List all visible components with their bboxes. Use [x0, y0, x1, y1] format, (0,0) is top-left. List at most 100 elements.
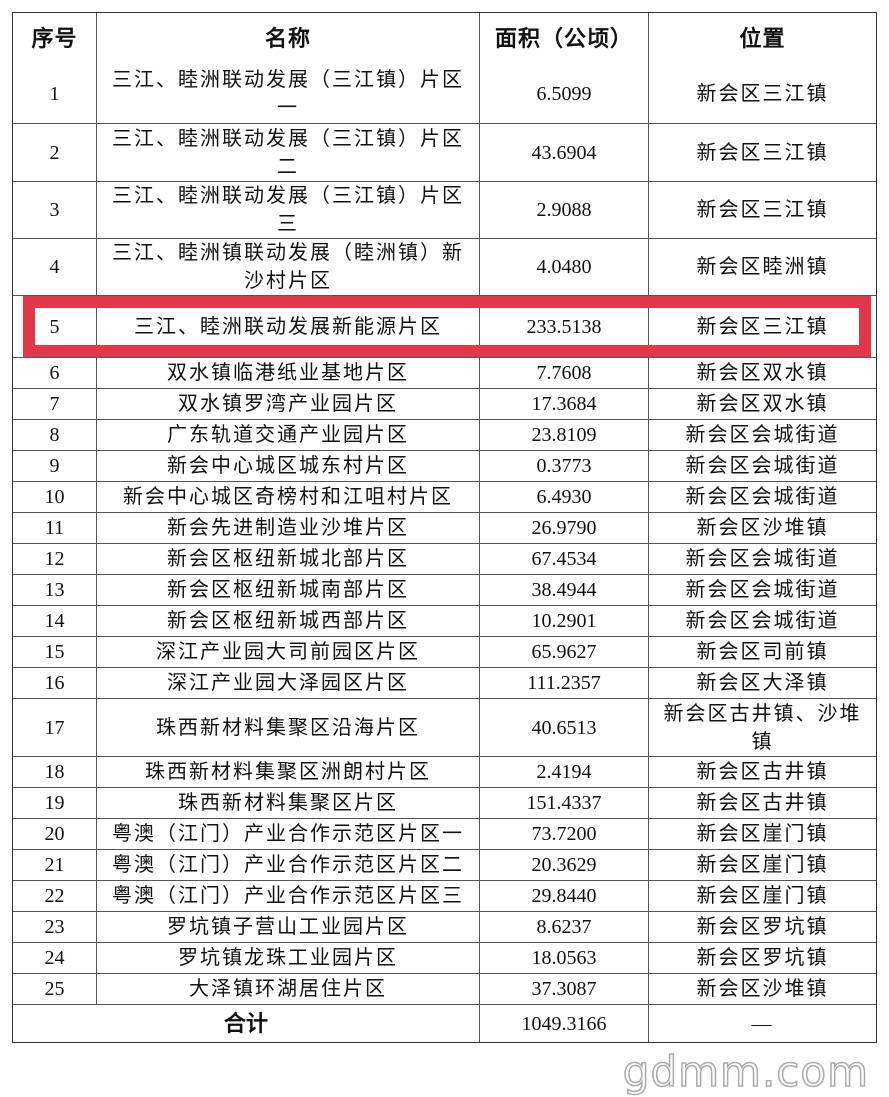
row-no: 20	[44, 823, 65, 845]
row-name: 粤澳（江门）产业合作示范区片区一	[96, 819, 479, 849]
row-location: 新会区双水镇	[648, 389, 876, 419]
row-location: 新会区会城街道	[648, 575, 876, 605]
row-name: 双水镇罗湾产业园片区	[96, 389, 479, 419]
row-area: 6.5099	[479, 65, 648, 123]
row-location: 新会区罗坑镇	[648, 912, 876, 942]
row-name: 三江、睦洲联动发展（三江镇）片区二	[96, 124, 479, 181]
row-area: 18.0563	[479, 943, 648, 973]
row-name: 新会区枢纽新城南部片区	[96, 575, 479, 605]
row-area: 4.0480	[479, 239, 648, 295]
row-no: 24	[44, 947, 65, 969]
table-row: 20 粤澳（江门）产业合作示范区片区一 73.7200 新会区崖门镇	[13, 818, 876, 849]
table-row: 13 新会区枢纽新城南部片区 38.4944 新会区会城街道	[13, 574, 876, 605]
row-name: 罗坑镇龙珠工业园片区	[96, 943, 479, 973]
row-area: 151.4337	[479, 788, 648, 818]
row-location: 新会区会城街道	[648, 420, 876, 450]
row-location: 新会区崖门镇	[648, 881, 876, 911]
row-area: 2.4194	[479, 757, 648, 787]
row-location: 新会区双水镇	[648, 358, 876, 388]
row-location: 新会区沙堆镇	[648, 974, 876, 1004]
table-row: 25 大泽镇环湖居住片区 37.3087 新会区沙堆镇	[13, 973, 876, 1004]
row-no: 9	[49, 455, 60, 477]
header-location: 位置	[648, 13, 876, 65]
row-name: 粤澳（江门）产业合作示范区片区二	[96, 850, 479, 880]
row-name: 珠西新材料集聚区洲朗村片区	[96, 757, 479, 787]
row-location: 新会区沙堆镇	[648, 513, 876, 543]
total-row: 合计 1049.3166 —	[13, 1004, 876, 1042]
row-no: 8	[49, 424, 60, 446]
row-name: 新会中心城区城东村片区	[96, 451, 479, 481]
row-no: 14	[44, 610, 65, 632]
row-area: 73.7200	[479, 819, 648, 849]
row-name: 新会区枢纽新城北部片区	[96, 544, 479, 574]
row-area: 37.3087	[479, 974, 648, 1004]
table-row: 16 深江产业园大泽园区片区 111.2357 新会区大泽镇	[13, 667, 876, 698]
row-name: 新会中心城区奇榜村和江咀村片区	[96, 482, 479, 512]
row-location: 新会区古井镇	[648, 757, 876, 787]
table-row: 7 双水镇罗湾产业园片区 17.3684 新会区双水镇	[13, 388, 876, 419]
row-no: 7	[49, 393, 60, 415]
table-row: 5 三江、睦洲联动发展新能源片区 233.5138 新会区三江镇	[13, 295, 876, 357]
row-no: 15	[44, 641, 65, 663]
row-location: 新会区大泽镇	[648, 668, 876, 698]
row-no: 17	[44, 716, 65, 739]
total-area: 1049.3166	[479, 1005, 648, 1042]
row-name: 三江、睦洲镇联动发展（睦洲镇）新沙村片区	[96, 239, 479, 295]
table-row: 18 珠西新材料集聚区洲朗村片区 2.4194 新会区古井镇	[13, 756, 876, 787]
row-no: 13	[44, 579, 65, 601]
table-row: 8 广东轨道交通产业园片区 23.8109 新会区会城街道	[13, 419, 876, 450]
row-no: 23	[44, 916, 65, 938]
row-area: 10.2901	[479, 606, 648, 636]
row-name: 深江产业园大司前园区片区	[96, 637, 479, 667]
row-area: 40.6513	[479, 699, 648, 756]
row-location: 新会区会城街道	[648, 544, 876, 574]
row-name: 三江、睦洲联动发展（三江镇）片区三	[96, 182, 479, 238]
row-location: 新会区会城街道	[648, 482, 876, 512]
row-name: 大泽镇环湖居住片区	[96, 974, 479, 1004]
row-name: 珠西新材料集聚区沿海片区	[96, 699, 479, 756]
row-no: 2	[49, 141, 60, 164]
row-area: 29.8440	[479, 881, 648, 911]
land-area-table: 序号 名称 面积（公顷） 位置 1 三江、睦洲联动发展（三江镇）片区一 6.5099…	[12, 12, 877, 1043]
row-no: 19	[44, 792, 65, 814]
row-location: 新会区会城街道	[648, 606, 876, 636]
row-location: 新会区三江镇	[648, 65, 876, 123]
row-name: 三江、睦洲联动发展（三江镇）片区一	[96, 65, 479, 123]
row-area: 43.6904	[479, 124, 648, 181]
row-location: 新会区三江镇	[648, 182, 876, 238]
row-name: 粤澳（江门）产业合作示范区片区三	[96, 881, 479, 911]
row-no: 12	[44, 548, 65, 570]
table-row: 9 新会中心城区城东村片区 0.3773 新会区会城街道	[13, 450, 876, 481]
row-location: 新会区古井镇	[648, 788, 876, 818]
row-area: 65.9627	[479, 637, 648, 667]
row-area: 17.3684	[479, 389, 648, 419]
table-header: 序号 名称 面积（公顷） 位置	[13, 13, 876, 65]
row-area: 38.4944	[479, 575, 648, 605]
row-name: 双水镇临港纸业基地片区	[96, 358, 479, 388]
row-name: 深江产业园大泽园区片区	[96, 668, 479, 698]
row-name: 新会区枢纽新城西部片区	[96, 606, 479, 636]
watermark: gdmm.com	[622, 1046, 869, 1097]
row-area: 20.3629	[479, 850, 648, 880]
row-area: 8.6237	[479, 912, 648, 942]
row-location: 新会区罗坑镇	[648, 943, 876, 973]
table-row: 14 新会区枢纽新城西部片区 10.2901 新会区会城街道	[13, 605, 876, 636]
row-name: 珠西新材料集聚区片区	[96, 788, 479, 818]
header-area: 面积（公顷）	[479, 13, 648, 65]
row-area: 111.2357	[479, 668, 648, 698]
row-no: 18	[44, 761, 65, 783]
row-name: 新会先进制造业沙堆片区	[96, 513, 479, 543]
row-no: 3	[49, 199, 60, 221]
row-name: 广东轨道交通产业园片区	[96, 420, 479, 450]
row-area: 2.9088	[479, 182, 648, 238]
row-location: 新会区三江镇	[648, 124, 876, 181]
row-location: 新会区司前镇	[648, 637, 876, 667]
table-row: 24 罗坑镇龙珠工业园片区 18.0563 新会区罗坑镇	[13, 942, 876, 973]
row-no: 6	[49, 362, 60, 384]
table-row: 2 三江、睦洲联动发展（三江镇）片区二 43.6904 新会区三江镇	[13, 123, 876, 181]
row-name: 三江、睦洲联动发展新能源片区	[96, 296, 479, 357]
row-location: 新会区崖门镇	[648, 850, 876, 880]
table-row: 15 深江产业园大司前园区片区 65.9627 新会区司前镇	[13, 636, 876, 667]
total-label: 合计	[223, 1010, 268, 1036]
row-location: 新会区崖门镇	[648, 819, 876, 849]
